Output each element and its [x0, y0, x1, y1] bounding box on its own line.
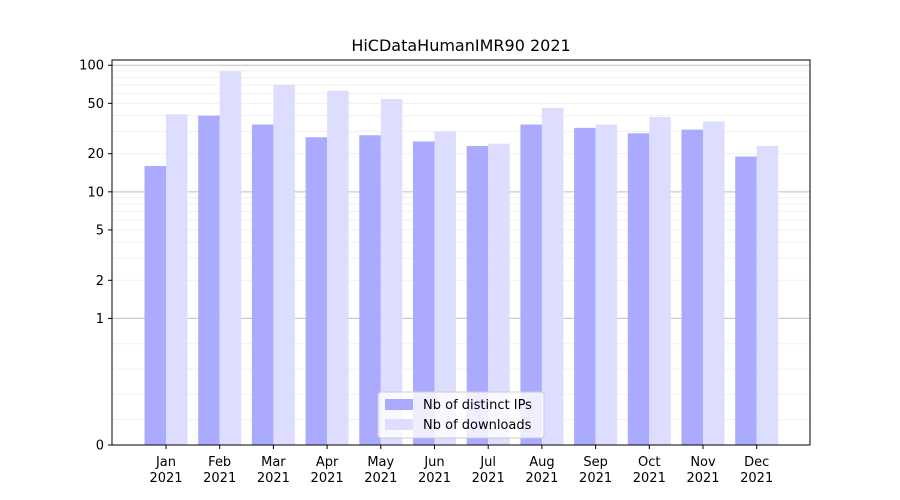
y-axis: 0 1 2 5 10 20 50 100 [79, 59, 112, 454]
x-tick-label: Jun 2021 [418, 455, 451, 486]
y-tick-label: 5 [96, 223, 104, 238]
bar-downloads-9 [649, 117, 671, 446]
legend-box [377, 391, 545, 439]
y-tick-label: 50 [87, 97, 104, 112]
legend-label: Nb of distinct IPs [423, 398, 532, 413]
y-tick-label: 1 [96, 312, 104, 327]
bar-distinct-ips-5 [413, 141, 435, 445]
y-tick-label: 2 [96, 274, 104, 289]
y-tick-label: 10 [87, 185, 104, 200]
x-axis: Jan 2021 Feb 2021 Mar 2021 Apr 2021 May 2021 Jun 20… [149, 445, 773, 486]
chart-title: HiCDataHumanIMR90 2021 [351, 36, 570, 55]
bars [144, 71, 779, 446]
x-tick-label: Dec 2021 [740, 455, 773, 486]
y-tick-label: 20 [87, 147, 104, 162]
bar-downloads-2 [273, 84, 295, 445]
bar-distinct-ips-9 [627, 133, 650, 445]
y-tick-label: 0 [96, 439, 104, 454]
x-tick-label: Sep 2021 [579, 455, 612, 486]
bar-distinct-ips-11 [735, 156, 757, 446]
bar-downloads-8 [595, 124, 618, 445]
bar-distinct-ips-2 [251, 124, 274, 445]
bar-downloads-5 [434, 131, 456, 445]
legend: Nb of distinct IPs Nb of downloads [377, 391, 545, 439]
x-tick-label: Jan 2021 [149, 455, 182, 486]
bar-distinct-ips-10 [681, 129, 703, 445]
bar-distinct-ips-7 [520, 124, 542, 445]
bar-distinct-ips-4 [359, 135, 381, 445]
plot-frame [111, 59, 811, 446]
bar-distinct-ips-1 [198, 115, 220, 445]
x-tick-label: Apr 2021 [311, 455, 344, 486]
bar-downloads-0 [166, 114, 188, 445]
bar-distinct-ips-8 [574, 127, 596, 445]
y-tick-label: 100 [79, 59, 104, 74]
x-tick-label: May 2021 [364, 455, 397, 486]
bar-downloads-6 [488, 143, 510, 445]
bar-distinct-ips-0 [144, 165, 166, 446]
bar-downloads-11 [756, 146, 779, 445]
bar-downloads-10 [703, 121, 725, 445]
x-tick-label: Nov 2021 [686, 455, 719, 486]
bar-distinct-ips-3 [305, 137, 328, 446]
bar-downloads-7 [541, 107, 564, 446]
bar-downloads-1 [219, 71, 242, 446]
x-tick-label: Oct 2021 [633, 455, 666, 486]
x-tick-label: Jul 2021 [472, 455, 505, 486]
x-tick-label: Mar 2021 [257, 455, 290, 486]
x-tick-label: Aug 2021 [525, 455, 558, 486]
legend-swatch [385, 399, 413, 410]
bar-downloads-4 [380, 99, 403, 445]
bar-distinct-ips-6 [466, 146, 489, 445]
bar-downloads-3 [327, 90, 349, 445]
legend-label: Nb of downloads [423, 418, 532, 433]
legend-swatch [385, 419, 413, 430]
x-tick-label: Feb 2021 [203, 455, 236, 486]
